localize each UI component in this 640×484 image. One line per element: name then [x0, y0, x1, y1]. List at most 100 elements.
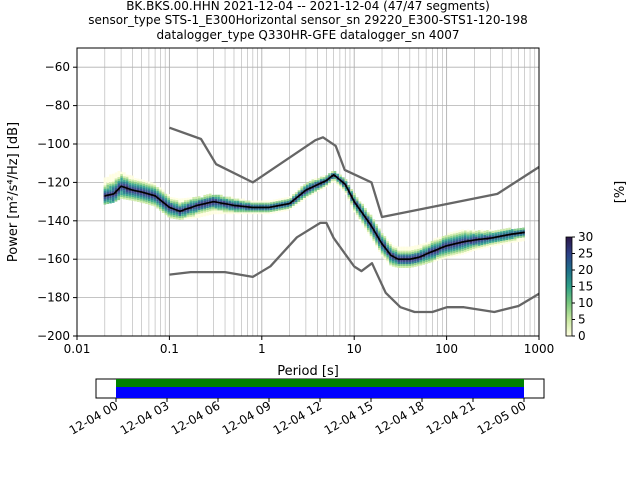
density-cell	[145, 194, 148, 197]
density-cell	[522, 239, 525, 242]
density-cell	[519, 229, 523, 233]
density-cell	[134, 181, 137, 185]
density-cell	[414, 247, 417, 250]
density-cell	[123, 187, 126, 190]
density-cell	[286, 208, 290, 211]
low-noise-model-line	[169, 221, 540, 314]
density-cell	[222, 198, 226, 201]
density-cell	[469, 247, 473, 251]
density-cell	[178, 215, 182, 219]
density-cell	[142, 199, 146, 202]
density-cell	[267, 208, 270, 211]
density-cell	[167, 197, 170, 201]
density-cell	[369, 218, 373, 221]
density-cell	[469, 232, 473, 235]
density-cell	[314, 179, 317, 182]
density-cell	[400, 252, 403, 255]
density-cell	[186, 201, 190, 204]
density-cell	[308, 190, 312, 193]
density-cell	[228, 200, 231, 203]
density-cell	[189, 205, 193, 208]
density-cell	[422, 245, 425, 248]
density-cell	[305, 184, 309, 187]
density-cell	[114, 197, 118, 200]
density-cell	[375, 225, 378, 229]
density-cell	[297, 199, 301, 202]
density-cell	[513, 234, 517, 237]
density-cell	[167, 195, 170, 199]
density-cell	[319, 184, 323, 187]
density-cell	[197, 211, 201, 214]
density-cell	[500, 242, 503, 245]
density-cell	[258, 208, 262, 211]
density-cell	[186, 211, 190, 214]
density-cell	[214, 210, 218, 213]
density-cell	[427, 255, 431, 258]
density-cell	[172, 201, 176, 204]
density-cell	[156, 202, 159, 205]
density-cell	[444, 254, 448, 257]
density-cell	[120, 194, 123, 198]
density-cell	[186, 199, 190, 202]
density-cell	[278, 200, 281, 203]
density-cell	[319, 178, 323, 181]
density-cell	[134, 187, 137, 190]
density-cell	[441, 241, 445, 244]
density-cell	[106, 196, 109, 199]
density-cell	[347, 198, 351, 201]
density-cell	[366, 212, 370, 215]
density-cell	[319, 188, 323, 191]
density-cell	[452, 240, 456, 244]
density-cell	[339, 186, 342, 189]
density-cell	[120, 196, 123, 199]
density-cell	[303, 193, 306, 197]
density-cell	[475, 232, 478, 235]
density-cell	[469, 236, 473, 239]
density-cell	[330, 180, 334, 183]
density-cell	[186, 213, 190, 216]
density-cell	[414, 249, 417, 252]
density-cell	[153, 200, 157, 203]
colorbar-tick-label: 30	[578, 230, 593, 244]
density-cell	[350, 204, 353, 207]
density-cell	[111, 173, 115, 176]
density-cell	[228, 208, 231, 211]
density-cell	[145, 182, 148, 185]
density-cell	[358, 203, 362, 206]
density-cell	[375, 239, 378, 242]
density-cell	[444, 235, 448, 238]
density-cell	[394, 251, 398, 254]
density-cell	[167, 209, 170, 212]
density-cell	[347, 192, 351, 195]
density-cell	[297, 197, 301, 200]
density-cell	[480, 237, 484, 240]
density-cell	[488, 231, 492, 234]
density-cell	[186, 197, 190, 200]
density-cell	[114, 184, 118, 187]
density-cell	[408, 263, 412, 267]
density-cell	[408, 254, 412, 257]
density-cell	[217, 208, 220, 211]
density-cell	[153, 202, 157, 205]
density-cell	[109, 174, 112, 177]
density-cell	[450, 241, 453, 244]
density-cell	[383, 239, 387, 243]
colorbar-tick-label: 20	[578, 263, 593, 277]
density-cell	[203, 208, 207, 211]
density-cell	[172, 209, 176, 212]
density-cell	[358, 211, 362, 214]
density-cell	[494, 243, 498, 246]
density-cell	[136, 197, 140, 201]
density-cell	[422, 243, 425, 246]
density-cell	[472, 241, 475, 244]
density-cell	[477, 239, 481, 242]
density-cell	[308, 194, 312, 197]
density-cell	[427, 260, 431, 264]
density-cell	[175, 207, 179, 210]
density-cell	[189, 210, 193, 214]
density-cell	[134, 183, 137, 186]
density-cell	[175, 199, 179, 203]
density-cell	[378, 234, 381, 237]
density-cell	[463, 236, 467, 239]
